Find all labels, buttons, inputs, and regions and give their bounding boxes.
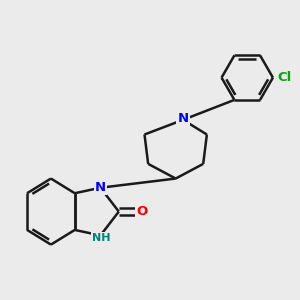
Text: N: N [178,112,189,125]
Text: O: O [136,205,147,218]
Text: NH: NH [92,233,110,243]
Text: N: N [95,181,106,194]
Text: Cl: Cl [278,71,292,84]
